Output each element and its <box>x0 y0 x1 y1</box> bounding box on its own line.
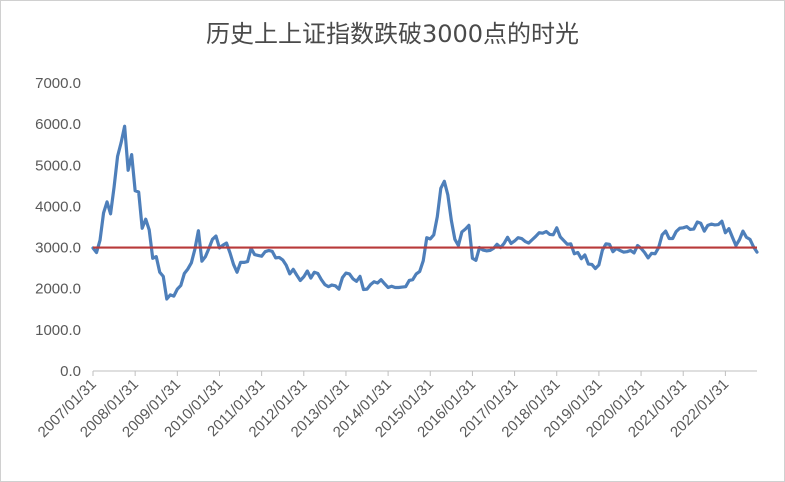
y-tick-label: 4000.0 <box>35 198 81 215</box>
y-tick-label: 2000.0 <box>35 281 81 298</box>
y-tick-label: 6000.0 <box>35 116 81 133</box>
y-tick-label: 7000.0 <box>35 75 81 92</box>
y-tick-label: 5000.0 <box>35 157 81 174</box>
y-tick-label: 3000.0 <box>35 240 81 257</box>
y-tick-label: 0.0 <box>60 363 81 380</box>
chart-title: 历史上上证指数跌破3000点的时光 <box>205 20 580 48</box>
series-line <box>91 124 759 301</box>
y-tick-label: 1000.0 <box>35 322 81 339</box>
